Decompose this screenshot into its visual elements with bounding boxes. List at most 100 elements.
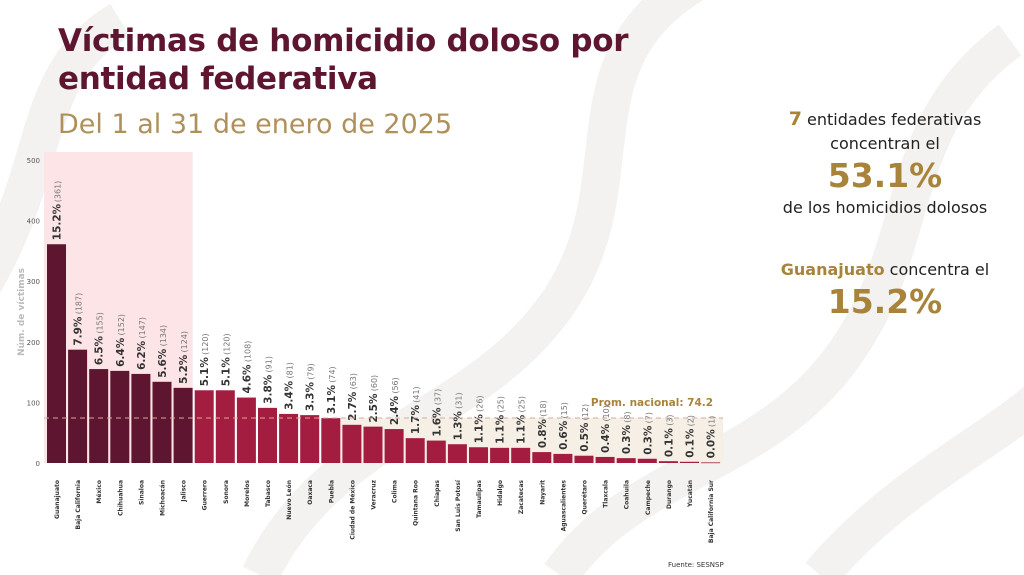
source-note: Fuente: SESNSP bbox=[668, 561, 724, 569]
percent-label: 2.5% bbox=[368, 393, 380, 423]
percent-label: 5.6% bbox=[157, 348, 169, 378]
percent-label: 7.9% bbox=[73, 316, 85, 346]
count-label: (41) bbox=[412, 386, 421, 402]
percent-label: 2.7% bbox=[347, 391, 359, 421]
percent-label: 0.5% bbox=[579, 422, 591, 452]
percent-label: 0.4% bbox=[600, 423, 612, 453]
page-title: Víctimas de homicidio doloso por entidad… bbox=[58, 22, 629, 98]
category-label: Hidalgo bbox=[497, 480, 504, 506]
category-label: Baja California Sur bbox=[708, 480, 715, 543]
count-label: (361) bbox=[54, 181, 63, 203]
percent-label: 0.0% bbox=[706, 429, 718, 459]
percent-label: 4.6% bbox=[241, 364, 253, 394]
highlight-state: Guanajuato bbox=[780, 260, 885, 279]
percent-label: 1.6% bbox=[431, 407, 443, 437]
category-label: Campeche bbox=[645, 480, 652, 515]
bar-ciudad-de-m-xico bbox=[342, 424, 362, 463]
bar-quer-taro bbox=[574, 455, 594, 463]
category-label: Guerrero bbox=[202, 480, 209, 510]
guanajuato-line: Guanajuato concentra el bbox=[760, 258, 1010, 282]
bar-guanajuato bbox=[47, 244, 66, 463]
count-label: (60) bbox=[370, 375, 379, 391]
count-label: (79) bbox=[307, 363, 316, 379]
bar-jalisco bbox=[173, 387, 193, 463]
percent-label: 3.4% bbox=[284, 380, 296, 410]
percent-label: 5.2% bbox=[178, 354, 190, 384]
count-label: (18) bbox=[539, 400, 548, 416]
bar-sinaloa bbox=[131, 373, 151, 463]
count-label: (12) bbox=[581, 404, 590, 420]
category-label: Veracruz bbox=[371, 479, 378, 509]
category-label: Jalisco bbox=[181, 480, 188, 503]
percent-label: 3.3% bbox=[305, 382, 317, 412]
percent-label: 3.8% bbox=[263, 374, 275, 404]
count-label: (155) bbox=[96, 312, 105, 334]
summary-line-1: 7 entidades federativas bbox=[760, 107, 1010, 132]
count-label: (187) bbox=[75, 293, 84, 315]
count-label: (120) bbox=[201, 333, 210, 355]
title-line-2: entidad federativa bbox=[58, 61, 378, 97]
category-label: Morelos bbox=[244, 480, 251, 507]
y-axis-label: Núm. de víctimas bbox=[17, 268, 27, 356]
category-label: Sinaloa bbox=[138, 480, 145, 505]
bar-aguascalientes bbox=[553, 453, 573, 463]
bar-tlaxcala bbox=[595, 456, 615, 463]
percent-label: 0.1% bbox=[685, 428, 697, 458]
bar-quintana-roo bbox=[405, 438, 425, 463]
percent-label: 6.4% bbox=[115, 337, 127, 367]
category-label: Chihuahua bbox=[117, 480, 124, 516]
percent-label: 2.4% bbox=[389, 395, 401, 425]
count-label: (8) bbox=[623, 411, 632, 422]
category-label: Quintana Roo bbox=[413, 480, 420, 526]
bar-guerrero bbox=[194, 390, 214, 463]
guanajuato-line-text: concentra el bbox=[884, 260, 990, 279]
bar-tamaulipas bbox=[469, 447, 488, 463]
percent-label: 0.6% bbox=[558, 420, 570, 450]
category-label: Guanajuato bbox=[54, 480, 61, 519]
count-label: (37) bbox=[433, 389, 442, 405]
category-label: Michoacán bbox=[160, 480, 167, 516]
y-tick-label: 200 bbox=[27, 339, 40, 347]
percent-label: 5.1% bbox=[199, 357, 211, 387]
count-label: (3) bbox=[665, 414, 674, 425]
category-label: Yucatán bbox=[687, 480, 694, 508]
percent-label: 1.1% bbox=[516, 414, 528, 444]
percent-label: 5.1% bbox=[220, 357, 232, 387]
percent-label: 1.3% bbox=[452, 411, 464, 441]
bar-oaxaca bbox=[300, 415, 320, 463]
category-label: Tabasco bbox=[265, 480, 272, 507]
category-label: Puebla bbox=[328, 480, 335, 503]
bar-coahuila bbox=[616, 458, 636, 463]
count-label: (10) bbox=[602, 405, 611, 421]
category-label: Durango bbox=[666, 480, 673, 509]
bar-sonora bbox=[215, 390, 235, 463]
count-label: (81) bbox=[286, 362, 295, 378]
bar-chiapas bbox=[426, 440, 446, 463]
percent-label: 1.1% bbox=[474, 414, 486, 444]
category-label: Nuevo León bbox=[286, 480, 293, 520]
category-label: Zacatecas bbox=[518, 480, 525, 515]
guanajuato-big-value: 15.2% bbox=[827, 282, 943, 321]
count-label: (147) bbox=[138, 317, 147, 339]
count-label: (25) bbox=[518, 396, 527, 412]
bar-nuevo-le-n bbox=[279, 413, 299, 463]
bar-baja-california bbox=[68, 349, 88, 463]
category-label: San Luis Potosí bbox=[455, 479, 462, 532]
summary-guanajuato: Guanajuato concentra el 15.2% bbox=[760, 258, 1010, 322]
bar-durango bbox=[658, 461, 678, 463]
bar-colima bbox=[384, 429, 404, 463]
count-label: (124) bbox=[180, 331, 189, 353]
page-subtitle: Del 1 al 31 de enero de 2025 bbox=[58, 109, 453, 140]
count-label: (15) bbox=[560, 402, 569, 418]
bar-san-luis-potos- bbox=[447, 444, 467, 463]
category-label: Aguascalientes bbox=[560, 480, 567, 532]
bar-morelos bbox=[236, 397, 256, 463]
count-label: (91) bbox=[265, 356, 274, 372]
percent-label: 6.2% bbox=[136, 340, 148, 370]
bar-veracruz bbox=[363, 426, 383, 463]
y-tick-label: 500 bbox=[27, 157, 40, 165]
category-label: Colima bbox=[392, 480, 399, 503]
bar-zacatecas bbox=[511, 447, 531, 463]
count-label: (120) bbox=[222, 333, 231, 355]
